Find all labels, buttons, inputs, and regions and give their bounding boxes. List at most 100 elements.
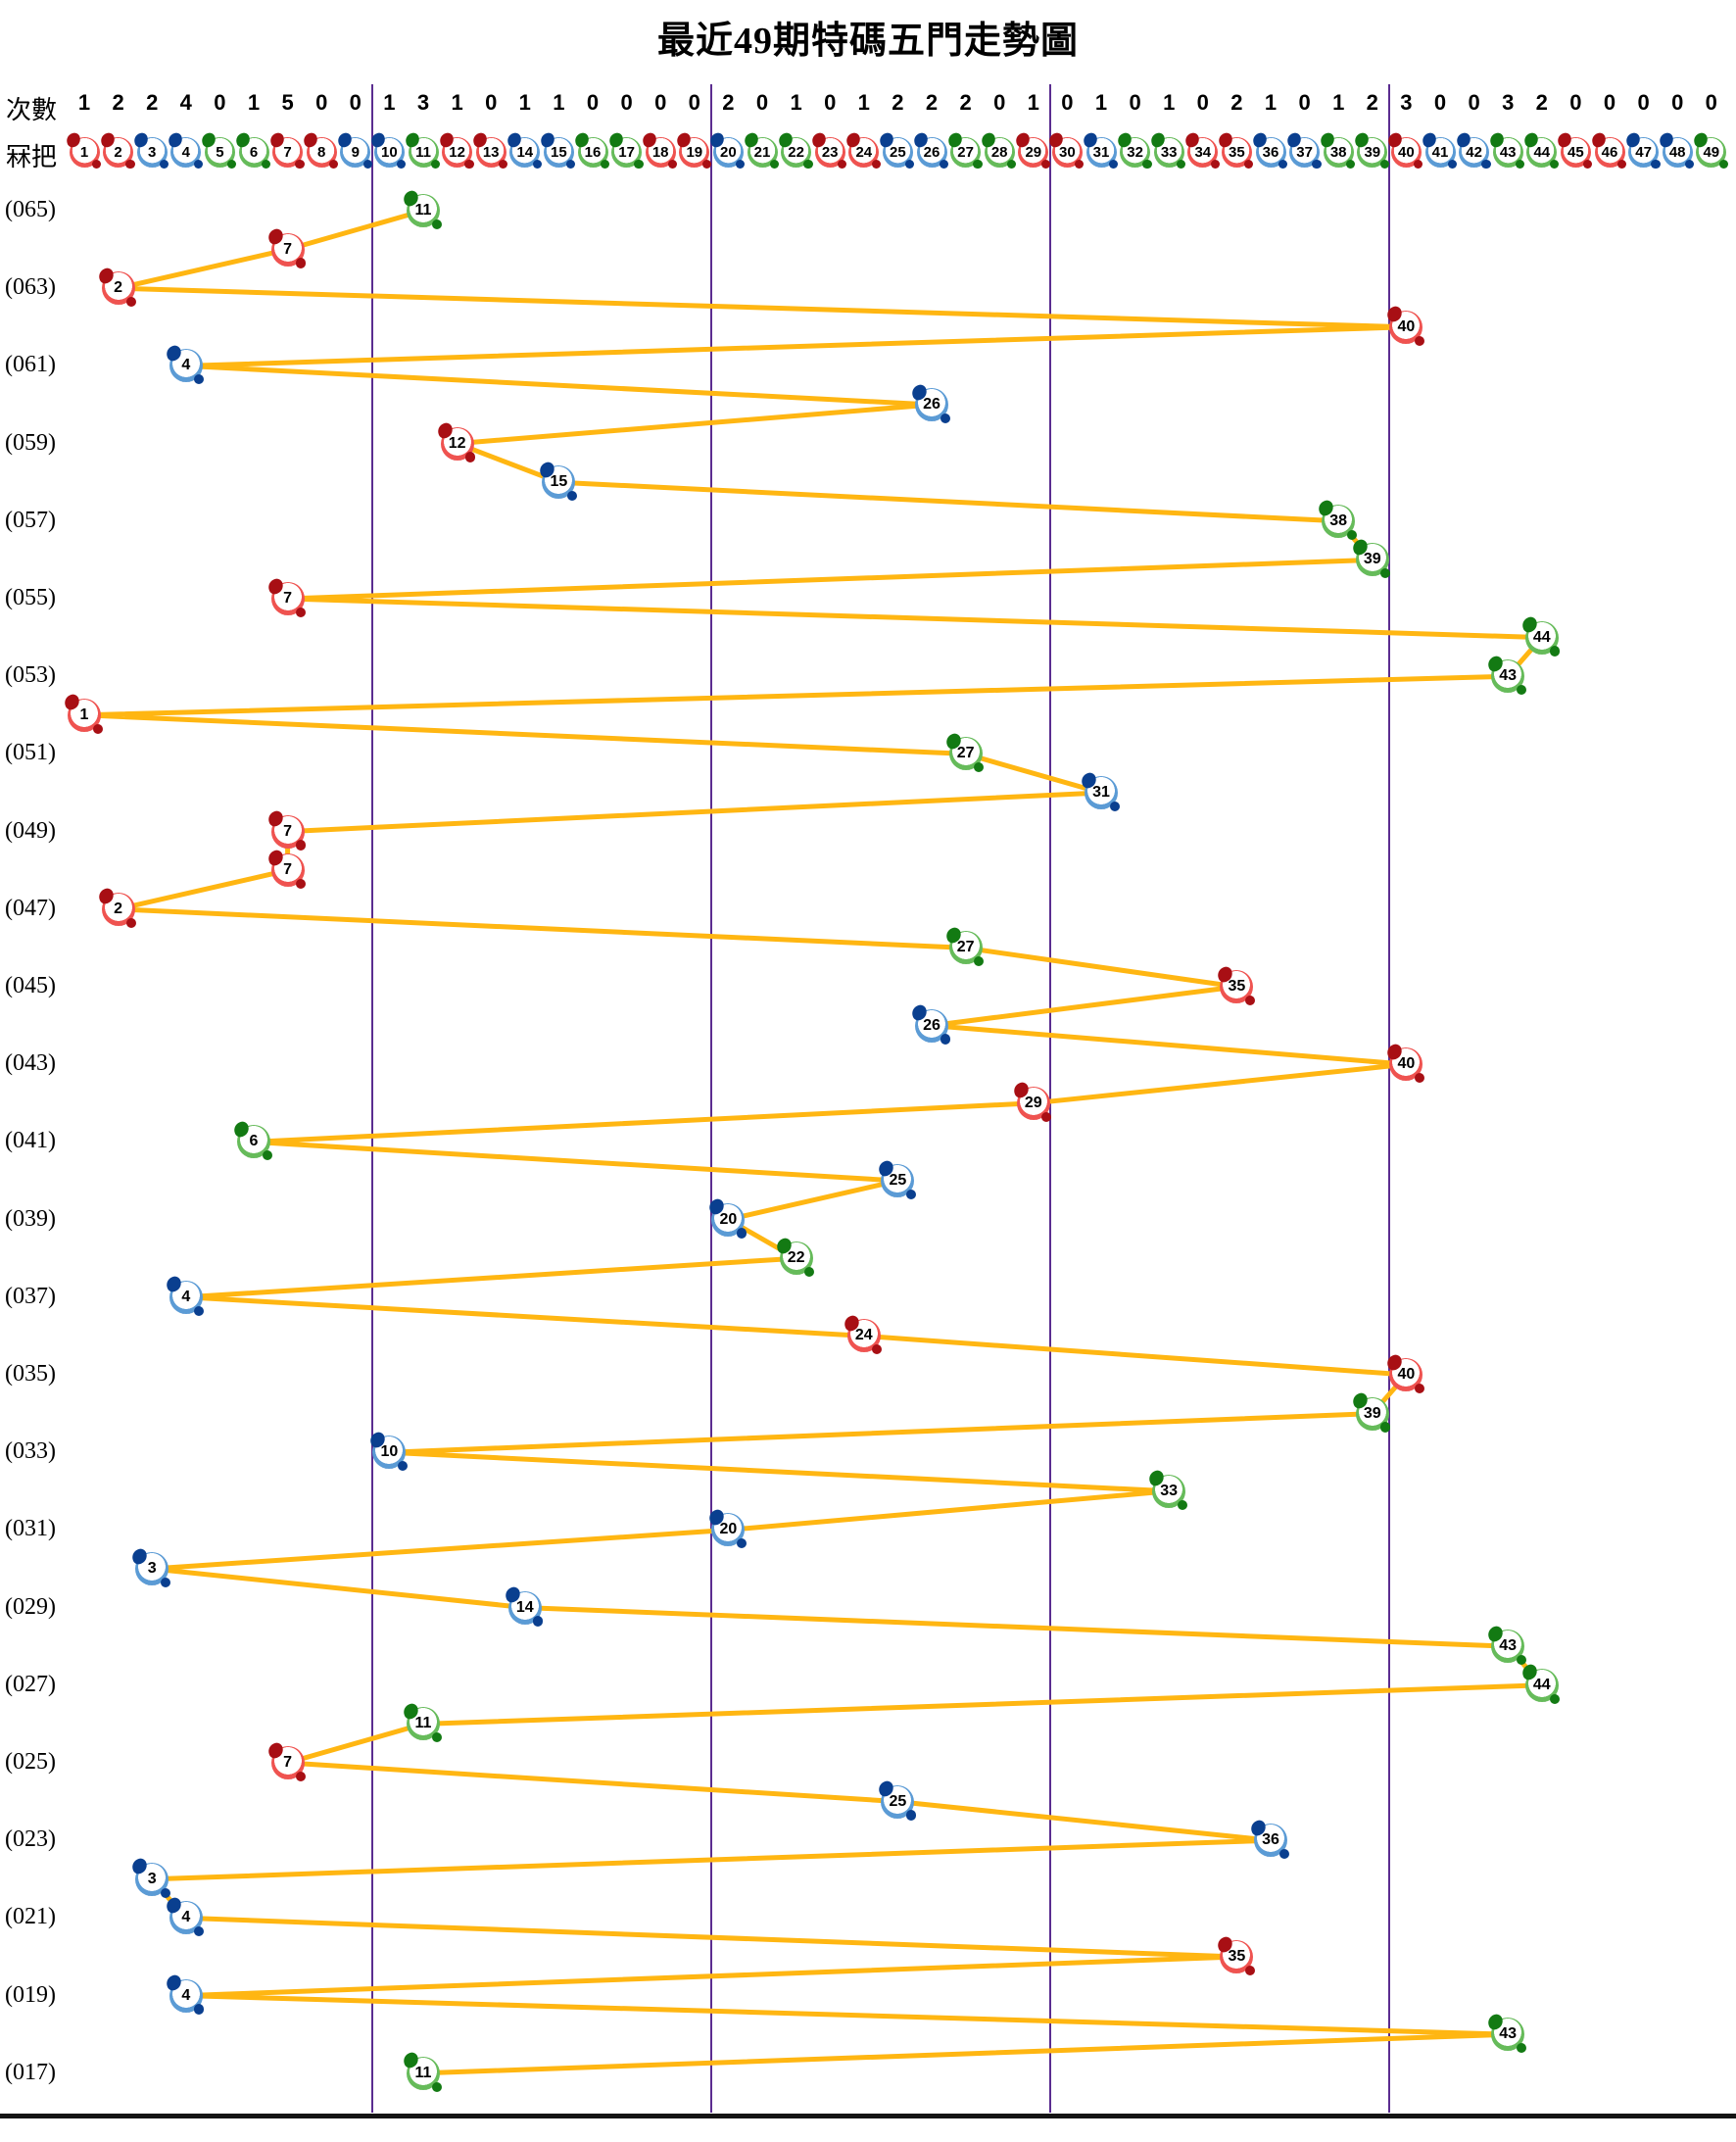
header-ball-number: 30 [1059,143,1076,161]
group-separator [1388,84,1391,2113]
draw-ball-number: 26 [923,396,940,413]
count-value: 2 [112,90,124,115]
draw-ball: 4 [169,1978,205,2015]
period-label: (055) [5,585,56,610]
draw-ball-number: 44 [1532,1676,1551,1693]
header-ball-number: 13 [482,143,500,161]
header-ball: 36 [1255,136,1288,170]
draw-ball-number: 29 [1024,1094,1042,1111]
header-ball: 29 [1018,136,1050,170]
header-ball: 11 [408,136,441,170]
draw-ball-number: 11 [414,1715,432,1732]
header-ball: 12 [442,136,474,170]
period-label: (061) [5,352,56,378]
draw-ball: 14 [507,1590,544,1627]
period-label: (063) [5,274,56,301]
count-value: 1 [1094,90,1108,115]
period-label: (031) [5,1516,56,1542]
period-label: (041) [5,1128,56,1154]
draw-ball: 24 [846,1319,883,1355]
draw-ball-number: 24 [854,1327,873,1344]
draw-ball: 4 [169,1280,205,1316]
count-value: 1 [451,90,463,115]
count-value: 3 [1502,90,1515,115]
draw-ball-number: 22 [787,1249,805,1267]
count-value: 0 [214,90,226,115]
draw-ball: 6 [237,1125,272,1161]
header-ball-number: 42 [1466,143,1482,161]
header-ball: 10 [373,136,407,170]
header-ball: 20 [712,136,746,170]
count-value: 1 [1264,90,1278,115]
header-ball-number: 29 [1025,143,1042,161]
header-ball-number: 14 [516,143,534,161]
period-label: (049) [5,817,56,844]
header-ball: 17 [611,136,644,170]
count-value: 4 [179,90,192,115]
draw-ball: 3 [135,1552,170,1588]
draw-ball-number: 43 [1499,2025,1518,2043]
header-ball: 5 [204,136,237,170]
draw-ball-number: 35 [1228,978,1246,995]
draw-ball: 3 [135,1862,170,1898]
draw-ball-number: 15 [550,473,568,491]
draw-ball: 29 [1016,1086,1052,1122]
draw-ball: 43 [1491,2018,1526,2054]
header-ball-number: 2 [114,143,122,161]
count-value: 0 [349,90,362,115]
draw-ball-number: 14 [515,1598,534,1616]
count-value: 2 [722,90,735,115]
header-ball: 37 [1289,136,1322,170]
period-label: (019) [5,1981,56,2008]
header-ball-number: 36 [1262,143,1279,161]
header-ball-number: 31 [1092,143,1110,161]
draw-ball-number: 38 [1329,511,1348,529]
header-ball-number: 25 [890,143,906,161]
draw-ball-number: 2 [114,900,123,917]
count-value: 1 [77,90,91,115]
draw-ball-number: 40 [1397,1055,1416,1073]
draw-ball: 33 [1152,1474,1187,1510]
period-label: (051) [5,740,56,766]
draw-ball: 20 [711,1202,747,1239]
draw-ball-number: 31 [1092,784,1110,801]
draw-ball: 35 [1220,1940,1256,1976]
draw-ball: 40 [1389,310,1425,346]
header-ball-number: 39 [1364,143,1381,161]
header-ball: 46 [1594,136,1627,170]
header-ball-number: 7 [283,143,292,161]
count-value: 1 [857,90,870,115]
count-value: 1 [247,90,261,115]
period-label: (017) [5,2059,56,2085]
draw-ball: 25 [881,1164,917,1200]
header-ball-number: 18 [651,143,669,161]
header-ball-number: 1 [79,143,89,161]
draw-ball: 11 [407,194,442,230]
period-label: (043) [5,1050,56,1077]
draw-ball-number: 7 [283,240,293,258]
counts-row-label: 次數 [6,95,58,124]
count-value: 1 [1332,90,1345,115]
header-ball-number: 20 [720,143,737,161]
draw-ball: 38 [1322,504,1357,540]
draw-ball: 43 [1491,659,1526,696]
count-value: 0 [824,90,837,115]
draw-ball: 1 [68,698,103,734]
period-label: (059) [5,429,56,456]
header-ball: 19 [679,136,711,170]
count-value: 2 [892,90,904,115]
header-ball: 39 [1357,136,1389,170]
period-label: (033) [5,1438,56,1465]
draw-ball-number: 25 [889,1172,907,1189]
draw-ball-number: 40 [1397,317,1416,335]
draw-ball-number: 11 [414,2064,432,2081]
header-ball-number: 24 [855,143,873,161]
count-value: 0 [1061,90,1074,115]
count-value: 0 [993,90,1006,115]
header-ball-number: 8 [317,143,326,161]
header-ball-number: 11 [415,143,431,161]
draw-ball-number: 10 [380,1443,399,1461]
draw-ball: 2 [101,892,137,928]
draw-ball: 10 [372,1436,409,1472]
count-value: 2 [925,90,939,115]
